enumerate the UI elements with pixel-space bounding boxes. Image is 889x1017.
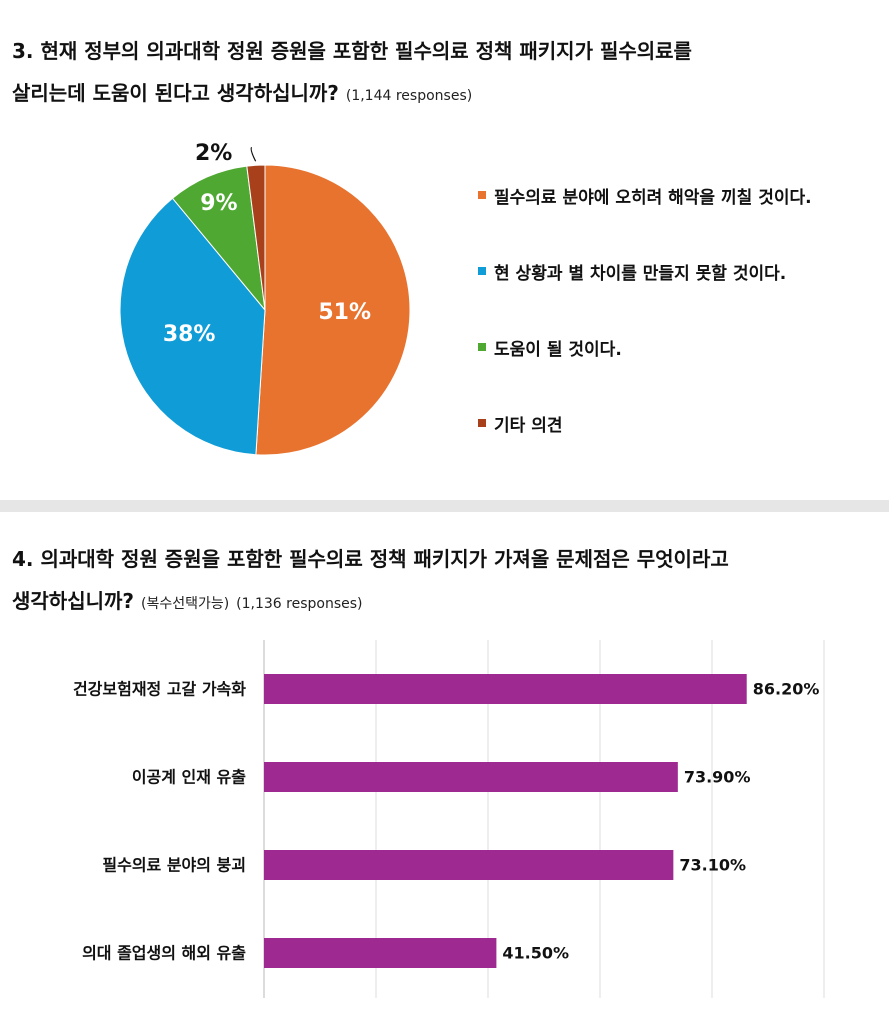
legend-swatch [478,343,486,351]
q3-title-line2-text: 살리는데 도움이 된다고 생각하십니까? [12,81,339,105]
legend-item-other: 기타 의견 [478,408,878,438]
legend-swatch [478,419,486,427]
bar-insurance-fund [264,674,747,704]
legend-swatch [478,267,486,275]
q3-response-count: (1,144 responses) [345,88,473,104]
pie-value-label-no-difference: 38% [163,322,216,347]
category-label-insurance-fund: 건강보험재정 고갈 가속화 [73,680,246,699]
q3-title-line1: 3. 현재 정부의 의과대학 정원 증원을 포함한 필수의료 정책 패키지가 필… [12,39,692,63]
q4-title-line1: 4. 의과대학 정원 증원을 포함한 필수의료 정책 패키지가 가져올 문제점은… [12,547,729,571]
q3-section: 3. 현재 정부의 의과대학 정원 증원을 포함한 필수의료 정책 패키지가 필… [0,0,889,500]
pie-slice-no-difference [119,197,266,456]
q4-title-line2: 생각하십니까? (복수선택가능) (1,136 responses) [12,580,872,625]
legend-item-helpful: 도움이 될 것이다. [478,332,878,362]
q4-multiselect-note: (복수선택가능) [140,596,230,612]
legend-label: 필수의료 분야에 오히려 해악을 끼칠 것이다. [494,187,812,208]
q4-bar-chart: 건강보험재정 고갈 가속화 86.20% 이공계 인재 유출 73.90% 필수의료 분… [73,640,825,998]
legend-item-harm: 필수의료 분야에 오히려 해악을 끼칠 것이다. [478,180,878,210]
q3-title-line2: 살리는데 도움이 된다고 생각하십니까? (1,144 responses) [12,72,872,117]
legend-label: 기타 의견 [494,415,563,436]
category-label-overseas-outflow: 의대 졸업생의 해외 유출 [82,944,246,963]
value-label-insurance-fund: 86.20% [753,680,820,699]
legend-item-no-difference: 현 상황과 별 차이를 만들지 못할 것이다. [478,256,878,286]
legend-label: 현 상황과 별 차이를 만들지 못할 것이다. [494,263,787,284]
pie-value-label-harm: 51% [318,300,371,325]
value-label-essential-care-collapse: 73.10% [679,856,746,875]
q3-title: 3. 현재 정부의 의과대학 정원 증원을 포함한 필수의료 정책 패키지가 필… [12,30,872,117]
pie-slice-helpful [171,165,266,312]
value-label-science-talent: 73.90% [684,768,751,787]
legend-swatch [478,191,486,199]
legend-label: 도움이 될 것이다. [494,339,622,360]
bar-science-talent [264,762,678,792]
pie-leader-line [250,146,257,162]
q4-title-line2-text: 생각하십니까? [12,589,135,613]
category-label-essential-care-collapse: 필수의료 분야의 붕괴 [102,856,246,875]
pie-slice-harm [255,164,411,456]
section-divider [0,500,889,512]
q4-title: 4. 의과대학 정원 증원을 포함한 필수의료 정책 패키지가 가져올 문제점은… [12,538,872,625]
pie-value-label-other: 2% [195,141,232,166]
q4-section: 4. 의과대학 정원 증원을 포함한 필수의료 정책 패키지가 가져올 문제점은… [0,512,889,1017]
q4-response-count: (1,136 responses) [236,596,363,612]
pie-value-label-helpful: 9% [200,191,237,216]
value-label-overseas-outflow: 41.50% [502,944,569,963]
category-label-science-talent: 이공계 인재 유출 [132,768,246,787]
q3-pie-chart: 51% 38% 9% 2% [119,141,411,456]
bar-essential-care-collapse [264,850,674,880]
pie-slice-other [246,164,266,311]
bar-overseas-outflow [264,938,497,968]
